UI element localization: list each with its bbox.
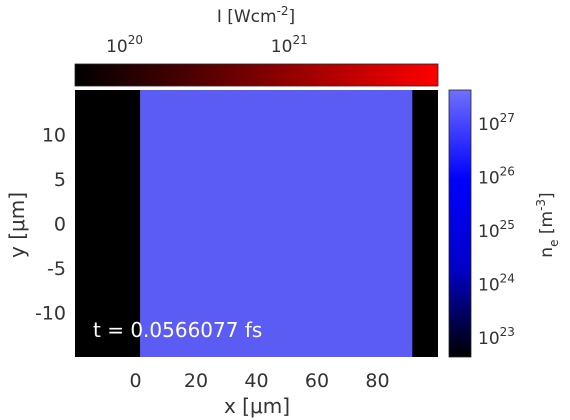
y-axis-label: y [μm] (5, 192, 29, 258)
intensity-colorbar-bar (74, 63, 439, 87)
intensity-colorbar-label: I [Wcm-2] (217, 4, 295, 27)
density-colorbar: 1027 1026 1025 1024 1023 ne [m-3] (448, 89, 561, 358)
density-tick-label: 1023 (478, 325, 515, 349)
time-annotation: t = 0.0566077 fs (93, 318, 262, 342)
x-tick-label: 60 (305, 370, 329, 392)
x-tick-label: 40 (244, 370, 268, 392)
y-tick-label: 0 (54, 214, 66, 236)
density-colorbar-label: ne [m-3] (534, 192, 561, 257)
intensity-colorbar: I [Wcm-2] 1020 1021 (74, 4, 439, 87)
y-tick-label: -10 (35, 303, 66, 325)
x-axis-label: x [μm] (224, 394, 290, 418)
plot-area: t = 0.0566077 fs (75, 90, 438, 357)
x-tick-label: 80 (365, 370, 389, 392)
target-density-region (140, 90, 413, 357)
y-tick-label: 10 (42, 125, 66, 147)
y-tick-label: 5 (54, 169, 66, 191)
y-tick-label: -5 (47, 258, 66, 280)
density-tick-label: 1025 (478, 218, 515, 242)
x-tick-label: 20 (184, 370, 208, 392)
density-tick-label: 1027 (478, 111, 515, 135)
density-tick-label: 1026 (478, 165, 515, 189)
density-tick-label: 1024 (478, 271, 515, 295)
x-tick-label: 0 (129, 370, 141, 392)
intensity-tick-label: 1020 (106, 33, 143, 57)
intensity-tick-label: 1021 (271, 33, 308, 57)
density-colorbar-bar (448, 89, 472, 358)
